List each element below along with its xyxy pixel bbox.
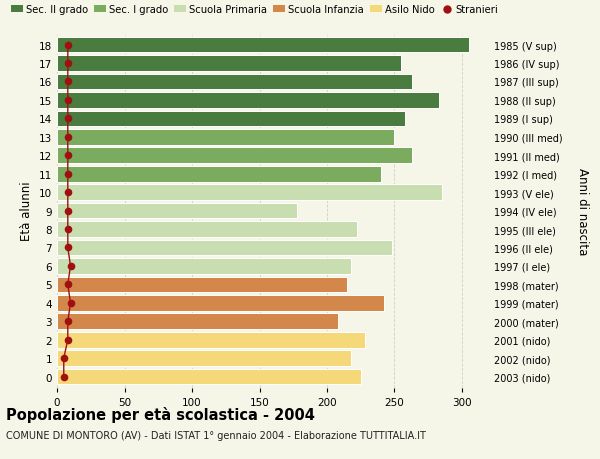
Bar [57, 111, 406, 127]
Bar [57, 203, 297, 219]
Bar [57, 56, 401, 72]
Bar [57, 38, 469, 53]
Bar [57, 130, 395, 146]
Bar [57, 74, 412, 90]
Bar [57, 332, 365, 348]
Y-axis label: Anni di nascita: Anni di nascita [577, 168, 589, 255]
Bar [57, 148, 412, 164]
Bar [57, 295, 384, 311]
Text: Popolazione per età scolastica - 2004: Popolazione per età scolastica - 2004 [6, 406, 315, 422]
Bar [57, 277, 347, 292]
Bar [57, 93, 439, 108]
Bar [57, 314, 338, 330]
Bar [57, 240, 392, 256]
Bar [57, 222, 356, 237]
Bar [57, 351, 351, 366]
Bar [57, 369, 361, 385]
Y-axis label: Età alunni: Età alunni [20, 181, 34, 241]
Bar [57, 258, 351, 274]
Text: COMUNE DI MONTORO (AV) - Dati ISTAT 1° gennaio 2004 - Elaborazione TUTTITALIA.IT: COMUNE DI MONTORO (AV) - Dati ISTAT 1° g… [6, 431, 426, 441]
Bar [57, 185, 442, 201]
Bar [57, 167, 381, 182]
Legend: Sec. II grado, Sec. I grado, Scuola Primaria, Scuola Infanzia, Asilo Nido, Stran: Sec. II grado, Sec. I grado, Scuola Prim… [11, 5, 499, 15]
